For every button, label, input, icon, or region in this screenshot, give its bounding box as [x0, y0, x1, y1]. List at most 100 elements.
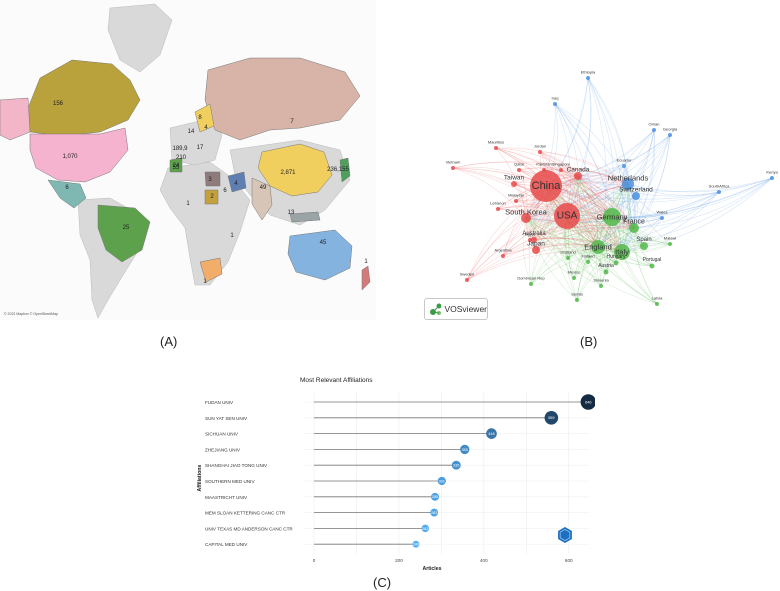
network-edge: [611, 216, 658, 305]
network-edge: [515, 181, 629, 202]
affiliations-chart: Most Relevant Affiliations FUDAN UNIV 646 S…: [197, 377, 597, 572]
network-edge: [518, 167, 579, 177]
map-label-india: 49: [259, 185, 267, 191]
network-edge: [539, 151, 635, 229]
network-label-japan: Japan: [527, 240, 545, 248]
network-label-france: France: [623, 218, 645, 226]
network-edge: [566, 215, 658, 305]
network-node-malaysia: [514, 199, 518, 203]
network-edge: [525, 129, 655, 219]
network-label-malaysia: Malaysia: [508, 192, 524, 198]
y-axis-label: Affiliations: [197, 465, 203, 492]
network-node-sweden: [465, 278, 469, 282]
map-label-iran: 4: [234, 181, 238, 187]
network-edge: [577, 134, 671, 177]
network-label-vietnam: Vietnam: [445, 159, 461, 165]
network-label-iraq: Iraq: [551, 95, 559, 101]
network-edge: [518, 169, 613, 218]
network-label-canada: Canada: [566, 166, 590, 174]
map-label-italy: 210: [175, 155, 187, 161]
network-edge: [560, 169, 635, 229]
network-edge: [576, 227, 635, 301]
network-edge: [525, 217, 578, 301]
network-edge: [502, 226, 635, 257]
network-edge: [452, 161, 629, 185]
map-label-nz: 1: [364, 259, 368, 265]
network-panel: China USA South Korea Taiwan Canada Japan Aust…: [416, 0, 780, 322]
network-label-latvia: Latvia: [651, 295, 663, 301]
category-label: UNIV TEXAS MD ANDERSON CANC CTR: [205, 526, 293, 531]
network-edge: [633, 177, 773, 229]
network-node-iraq: [553, 102, 557, 106]
network-edge: [525, 217, 569, 259]
lollipop-point: [437, 476, 446, 486]
map-label-japan: 236,155: [327, 167, 349, 173]
network-edge: [633, 129, 656, 229]
network-label-mexico: Mexico: [567, 269, 581, 275]
network-label-ethiopia: Ethiopia: [580, 69, 596, 75]
network-node-slovenia: [599, 284, 603, 288]
category-label: SOUTHERN MED UNIV: [205, 479, 255, 484]
greenland-shape: [107, 3, 173, 73]
network-label-dominican: Dominican Rep: [517, 275, 545, 281]
vosviewer-badge-text: VOSviewer: [444, 304, 487, 314]
network-node-finland: [586, 260, 590, 264]
india-shape: [251, 177, 273, 221]
network-edge: [621, 129, 655, 253]
mexico-shape: [47, 179, 87, 209]
network-edge: [627, 183, 720, 196]
network-node-taiwan: [511, 181, 517, 187]
japan-shape: [339, 157, 351, 183]
point-label: 646: [585, 400, 591, 404]
network-node-kenya: [770, 176, 774, 180]
map-label-ukgroup: 189,9: [172, 146, 188, 152]
lollipop-point: [544, 411, 559, 425]
map-label-nigeria: 1: [186, 201, 190, 207]
network-label-switzerland: Switzerland: [619, 186, 653, 194]
network-edge: [577, 175, 635, 229]
network-label-slovenia: Slovenia: [593, 277, 609, 283]
lollipop-point: [580, 394, 597, 410]
network-edge: [577, 175, 607, 273]
network-edge: [513, 183, 613, 218]
network-node-spain: [640, 242, 648, 250]
network-edge: [539, 151, 613, 218]
network-node-china: [530, 170, 562, 202]
network-edge: [577, 175, 653, 267]
network-edge: [627, 134, 671, 185]
network-edge: [513, 183, 635, 229]
network-edge: [600, 183, 629, 287]
network-node-portugal: [649, 263, 655, 269]
network-edge: [535, 244, 623, 253]
map-label-russia: 7: [290, 119, 294, 125]
network-node-dominican: [529, 282, 533, 286]
network-label-germany: Germany: [596, 212, 628, 222]
network-edge: [611, 191, 720, 218]
network-label-australia: Australia: [522, 231, 546, 237]
network-edge: [533, 225, 635, 241]
network-edge: [497, 208, 599, 248]
panel-label-c: (C): [373, 575, 392, 590]
network-edge: [525, 217, 623, 253]
map-label-sudan: 2: [210, 194, 214, 200]
network-node-mauritius: [494, 146, 498, 150]
network-edge: [621, 134, 671, 253]
network-node-canada: [574, 172, 582, 180]
network-node-scotland: [566, 256, 570, 260]
nz-shape: [361, 265, 371, 291]
category-label: FUDAN UNIV: [205, 400, 234, 405]
map-label-sweden: 14: [187, 129, 195, 135]
point-label: 262: [422, 527, 428, 531]
network-edge: [587, 77, 607, 248]
network-node-ecuador: [622, 164, 626, 168]
lollipop-point: [430, 508, 439, 517]
panel-label-b: (B): [580, 334, 598, 349]
network-edge: [525, 134, 671, 219]
china-shape: [257, 143, 333, 197]
network-edge: [518, 169, 635, 229]
network-edge: [525, 183, 629, 219]
network-edge: [533, 183, 629, 241]
sudan-shape: [204, 189, 219, 205]
network-edge: [566, 77, 591, 217]
network-edge: [466, 227, 635, 281]
